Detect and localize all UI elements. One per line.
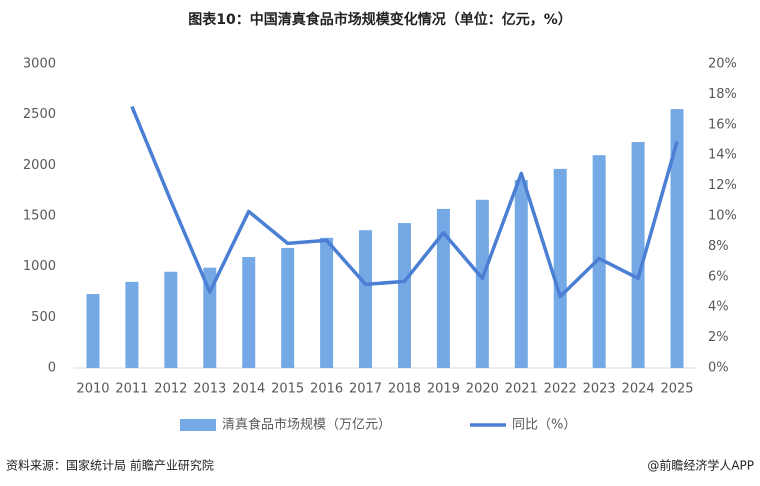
x-tick-label: 2013 — [193, 382, 226, 397]
bar — [281, 247, 295, 368]
y2-tick-label: 0% — [708, 361, 729, 376]
y2-tick-label: 8% — [708, 239, 729, 254]
y2-tick-label: 10% — [708, 209, 737, 224]
y2-tick-label: 18% — [708, 87, 737, 102]
bar — [320, 237, 334, 368]
y-tick-label: 2500 — [23, 107, 56, 122]
legend-label: 同比（%） — [512, 418, 576, 433]
y-tick-label: 1000 — [23, 259, 56, 274]
x-tick-label: 2012 — [154, 382, 187, 397]
x-tick-label: 2021 — [505, 382, 538, 397]
credit: @前瞻经济学人APP — [647, 458, 754, 473]
x-tick-label: 2015 — [271, 382, 304, 397]
bar — [514, 180, 528, 368]
y-tick-label: 1500 — [23, 209, 56, 224]
bar — [164, 271, 178, 368]
bar — [475, 199, 489, 368]
bar — [436, 208, 450, 368]
y2-tick-label: 12% — [708, 178, 737, 193]
bar — [203, 267, 217, 368]
x-tick-label: 2022 — [544, 382, 577, 397]
y2-tick-label: 14% — [708, 148, 737, 163]
bar — [670, 109, 684, 369]
legend-swatch — [180, 419, 216, 431]
y2-tick-label: 2% — [708, 330, 729, 345]
bar — [125, 281, 139, 368]
source-note: 资料来源：国家统计局 前瞻产业研究院 — [6, 458, 214, 473]
x-tick-label: 2010 — [76, 382, 109, 397]
x-tick-label: 2014 — [232, 382, 265, 397]
bar — [631, 142, 645, 368]
y2-tick-label: 6% — [708, 269, 729, 284]
y2-tick-label: 4% — [708, 300, 729, 315]
bar — [359, 230, 373, 368]
bar — [553, 168, 567, 368]
y-tick-label: 500 — [31, 310, 56, 325]
line — [130, 105, 679, 299]
bar — [397, 223, 411, 368]
y-tick-label: 0 — [48, 361, 56, 376]
legend-label: 清真食品市场规模（万亿元） — [222, 417, 391, 433]
y-tick-label: 3000 — [23, 57, 56, 72]
x-tick-label: 2011 — [115, 382, 148, 397]
x-tick-label: 2019 — [427, 382, 460, 397]
bar — [592, 155, 606, 368]
x-tick-label: 2020 — [466, 382, 499, 397]
chart-title: 图表10：中国清真食品市场规模变化情况（单位：亿元，%） — [188, 11, 572, 28]
x-tick-label: 2018 — [388, 382, 421, 397]
x-tick-label: 2017 — [349, 382, 382, 397]
bar — [242, 257, 256, 368]
y2-tick-label: 16% — [708, 117, 737, 132]
y2-tick-label: 20% — [708, 57, 737, 72]
x-tick-label: 2016 — [310, 382, 343, 397]
x-tick-label: 2023 — [583, 382, 616, 397]
x-tick-label: 2025 — [660, 382, 693, 397]
x-tick-label: 2024 — [622, 382, 655, 397]
y-tick-label: 2000 — [23, 158, 56, 173]
bar — [86, 294, 100, 368]
